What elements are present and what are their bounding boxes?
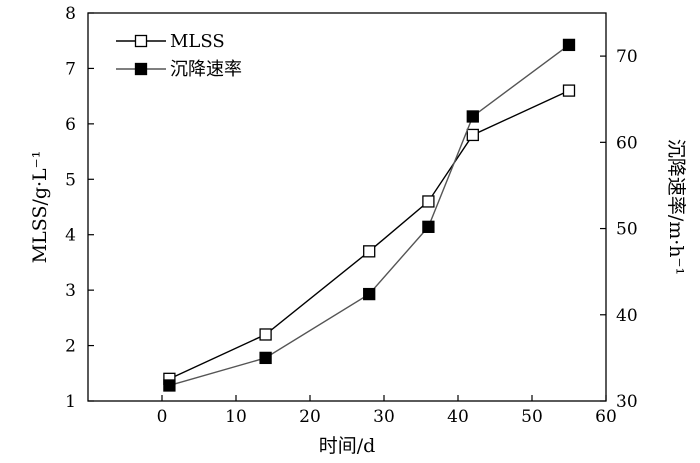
series-layer: [163, 38, 576, 392]
data-point-mlss: [562, 84, 576, 97]
left-y-tick-label: 6: [65, 115, 76, 135]
data-point-settling-rate: [422, 220, 435, 233]
legend-label-settling-rate: 沉降速率: [170, 59, 242, 80]
x-tick-label: 50: [521, 407, 543, 427]
data-point-settling-rate: [466, 110, 479, 123]
x-axis-ticks: 0 10 20 30 40 50 60: [157, 395, 617, 427]
left-y-tick-label: 5: [65, 170, 76, 190]
data-point-mlss: [422, 195, 435, 208]
left-y-axis-title: MLSS/g·L⁻¹: [29, 151, 51, 264]
left-y-axis-ticks: 1 2 3 4 5 6 7 8: [65, 4, 94, 412]
plot-frame: [87, 12, 607, 402]
right-y-tick-label: 40: [616, 306, 638, 326]
left-y-tick-label: 7: [65, 59, 76, 79]
legend-marker-mlss: [134, 34, 148, 48]
left-y-tick-label: 8: [65, 4, 76, 24]
right-y-tick-label: 30: [616, 392, 638, 412]
right-y-tick-label: 50: [616, 220, 638, 240]
x-axis-title: 时间/d: [319, 435, 376, 457]
right-y-tick-label: 70: [616, 47, 638, 67]
right-y-axis-ticks: 30 40 50 60 70: [600, 47, 638, 412]
right-y-axis-title: 沉降速率/m·h⁻¹: [665, 139, 687, 275]
x-tick-label: 60: [595, 407, 617, 427]
right-y-tick-label: 60: [616, 133, 638, 153]
data-point-settling-rate: [562, 38, 576, 52]
data-point-settling-rate: [363, 287, 376, 301]
left-y-tick-label: 1: [65, 392, 76, 412]
x-tick-label: 20: [299, 407, 321, 427]
series-line-mlss: [169, 89, 570, 380]
left-y-tick-label: 3: [65, 281, 76, 301]
data-point-mlss: [259, 328, 272, 341]
data-point-settling-rate: [163, 379, 176, 392]
data-point-settling-rate: [259, 351, 272, 365]
series-line-settling-rate: [169, 44, 570, 387]
left-y-tick-label: 2: [65, 337, 76, 357]
left-y-tick-label: 4: [65, 226, 76, 246]
x-tick-label: 30: [373, 407, 395, 427]
legend-marker-settling-rate: [134, 62, 148, 76]
data-point-mlss: [466, 128, 479, 142]
x-tick-label: 40: [447, 407, 469, 427]
x-tick-label: 0: [157, 407, 168, 427]
legend-label-mlss: MLSS: [170, 31, 225, 52]
legend: MLSS 沉降速率: [116, 31, 242, 80]
data-point-mlss: [363, 245, 376, 258]
x-tick-label: 10: [225, 407, 247, 427]
